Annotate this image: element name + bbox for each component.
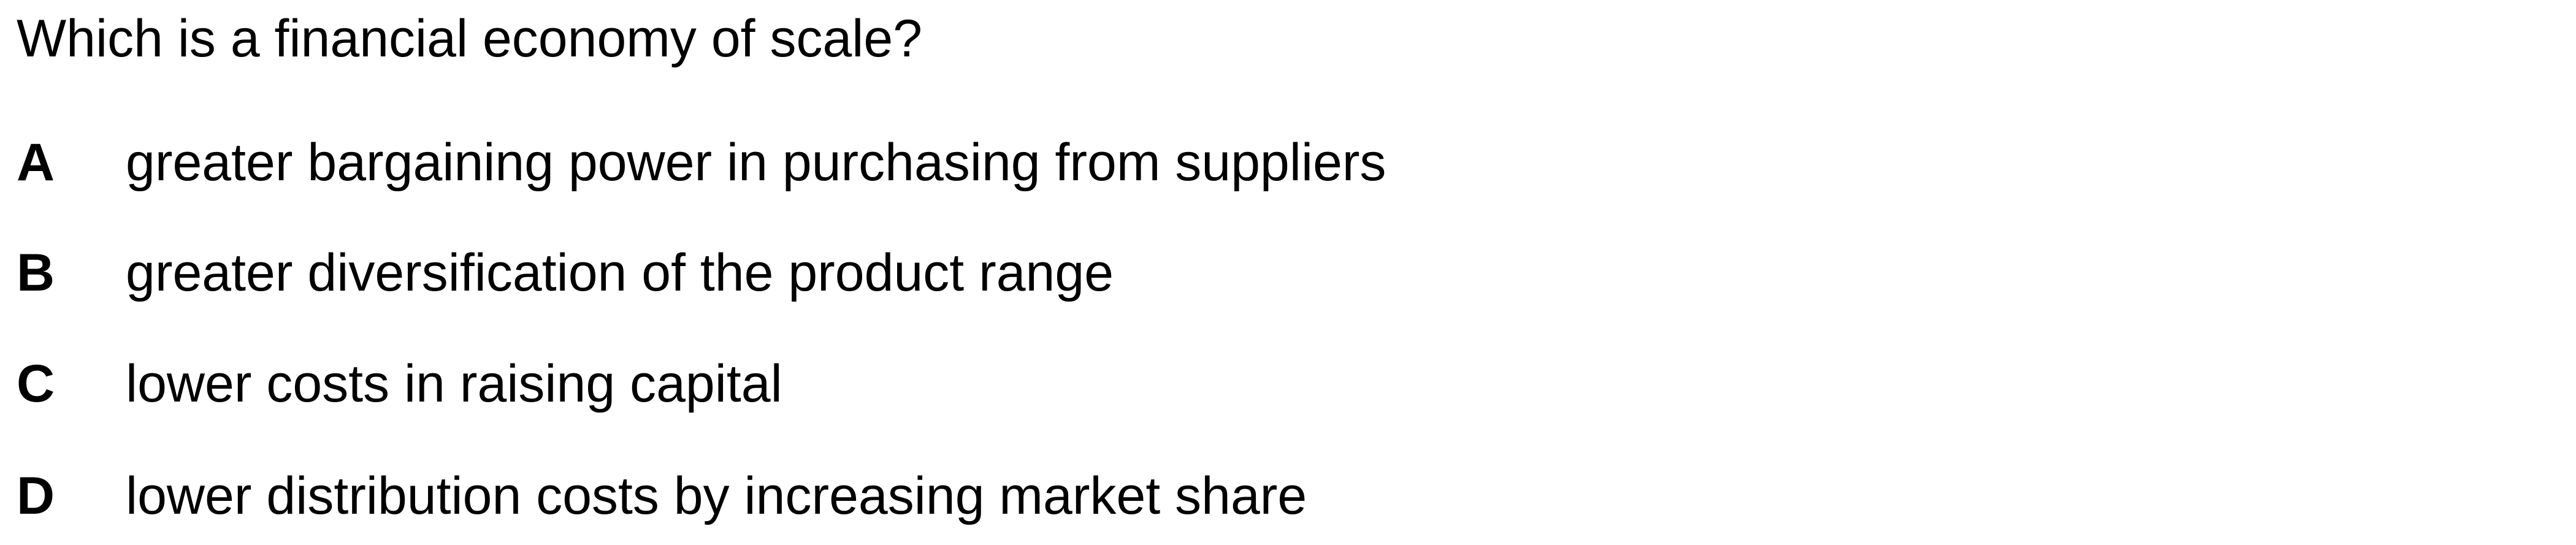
option-letter: A [17, 133, 55, 192]
option-letter: B [17, 243, 55, 302]
option-text: lower costs in raising capital [126, 354, 782, 413]
option-letter: C [17, 354, 55, 413]
option-text: lower distribution costs by increasing m… [126, 467, 1307, 525]
question-text: Which is a financial economy of scale? [17, 9, 923, 68]
option-text: greater diversification of the product r… [126, 243, 1114, 302]
option-letter: D [17, 467, 55, 525]
option-text: greater bargaining power in purchasing f… [126, 133, 1386, 192]
